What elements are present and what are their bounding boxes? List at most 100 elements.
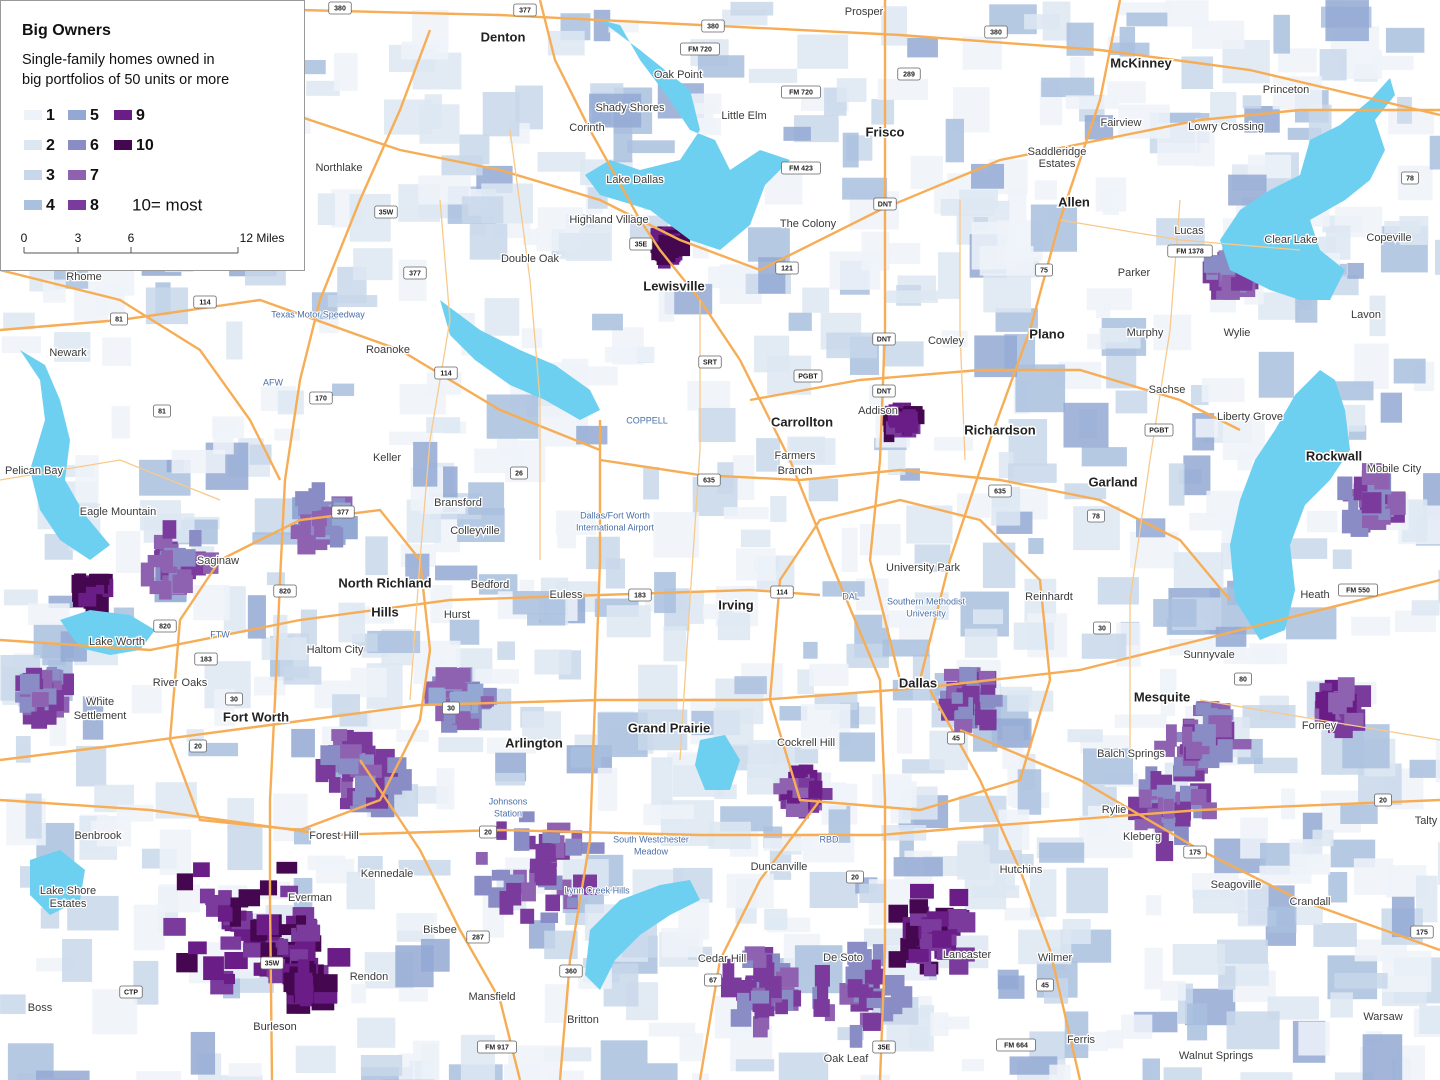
place-label: Johnsons <box>489 796 528 806</box>
area-patch <box>537 207 583 228</box>
area-patch <box>1174 809 1191 827</box>
area-patch <box>307 498 319 512</box>
area-patch <box>438 737 484 753</box>
i-820 <box>168 508 432 832</box>
shield-label: DNT <box>877 336 892 343</box>
area-patch <box>1136 518 1166 538</box>
area-patch <box>589 93 642 128</box>
area-patch <box>419 104 460 144</box>
legend-swatch <box>24 110 42 120</box>
area-patch <box>770 496 787 523</box>
place-label: Lake Shore <box>40 885 96 897</box>
area-patch <box>474 875 492 896</box>
area-patch <box>1353 858 1394 895</box>
area-patch <box>998 975 1025 999</box>
area-patch <box>245 267 286 286</box>
place-label: RBD <box>819 834 839 844</box>
area-patch <box>205 894 225 906</box>
area-patch <box>1150 771 1162 790</box>
place-label: Lucas <box>1174 225 1204 237</box>
place-label: FTW <box>210 629 230 639</box>
area-patch <box>171 449 226 474</box>
area-patch <box>788 312 812 331</box>
area-patch <box>872 774 912 809</box>
area-patch <box>203 956 224 981</box>
area-patch <box>1409 759 1440 778</box>
area-patch <box>910 155 943 190</box>
highway-shield <box>194 652 218 666</box>
legend-swatch <box>68 140 86 150</box>
shield-label: 820 <box>159 623 171 630</box>
area-patch <box>461 196 504 224</box>
area-patch <box>885 290 939 303</box>
place-label: Euless <box>549 589 583 601</box>
area-patch <box>468 482 505 515</box>
lake-lewisville <box>585 20 790 250</box>
shield-label: 35W <box>379 209 394 216</box>
area-patch <box>230 897 249 908</box>
area-patch <box>1165 724 1177 747</box>
area-patch <box>1209 296 1237 313</box>
area-patch <box>1253 757 1298 774</box>
area-patch <box>1385 27 1425 53</box>
place-label: Highland Village <box>569 214 648 226</box>
area-patch <box>332 514 343 526</box>
legend-subtitle: big portfolios of 50 units or more <box>22 72 229 88</box>
joe-pool-lake <box>585 880 700 990</box>
place-label: Warsaw <box>1363 1011 1402 1023</box>
road <box>0 129 1440 761</box>
highway-shield <box>629 237 653 251</box>
area-patch <box>140 562 155 587</box>
area-patch <box>836 78 867 102</box>
area-patch <box>1325 0 1369 42</box>
area-patch <box>365 536 388 576</box>
area-patch <box>389 431 434 445</box>
area-patch <box>814 964 830 987</box>
area-patch <box>1118 2 1172 16</box>
highway-shield <box>698 355 722 369</box>
area-patch <box>25 793 42 839</box>
place-label: Hurst <box>444 609 470 621</box>
area-patch <box>1163 815 1175 832</box>
area-patch <box>1172 943 1226 975</box>
place-label: The Colony <box>780 218 837 230</box>
area-patch <box>193 862 210 878</box>
area-patch <box>822 581 865 597</box>
area-patch <box>540 912 559 923</box>
area-patch <box>1361 492 1382 514</box>
area-patch <box>877 78 929 101</box>
area-patch <box>3 589 38 606</box>
highway-shield <box>309 391 333 405</box>
area-patch <box>717 462 734 494</box>
place-label: Shady Shores <box>595 102 665 114</box>
area-patch <box>247 595 266 639</box>
place-label: Parker <box>1118 267 1151 279</box>
area-patch <box>866 997 887 1009</box>
highway-shield <box>479 825 497 839</box>
area-patch <box>938 698 963 711</box>
area-patch <box>748 68 798 83</box>
area-patch <box>567 897 578 908</box>
place-label: AFW <box>263 377 284 387</box>
shield-label: 80 <box>1239 676 1247 683</box>
area-patch <box>220 1075 263 1080</box>
area-patch <box>1160 669 1177 704</box>
place-label: International Airport <box>576 522 655 532</box>
area-patch <box>534 862 557 886</box>
area-patch <box>1197 753 1220 769</box>
scale-label: 6 <box>128 231 135 245</box>
legend-subtitle: Single-family homes owned in <box>22 52 215 68</box>
legend-label: 8 <box>90 197 99 214</box>
area-patch <box>638 709 688 751</box>
shield-label: FM 720 <box>789 89 813 96</box>
place-label: Garland <box>1088 474 1137 489</box>
shield-label: CTP <box>124 989 138 996</box>
area-patch <box>828 805 851 843</box>
highway-shield <box>1401 171 1419 185</box>
area-patch <box>329 527 344 548</box>
area-patch <box>909 899 928 914</box>
area-patch <box>351 983 366 1004</box>
area-patch <box>508 1045 562 1080</box>
place-label: North Richland <box>338 575 431 590</box>
